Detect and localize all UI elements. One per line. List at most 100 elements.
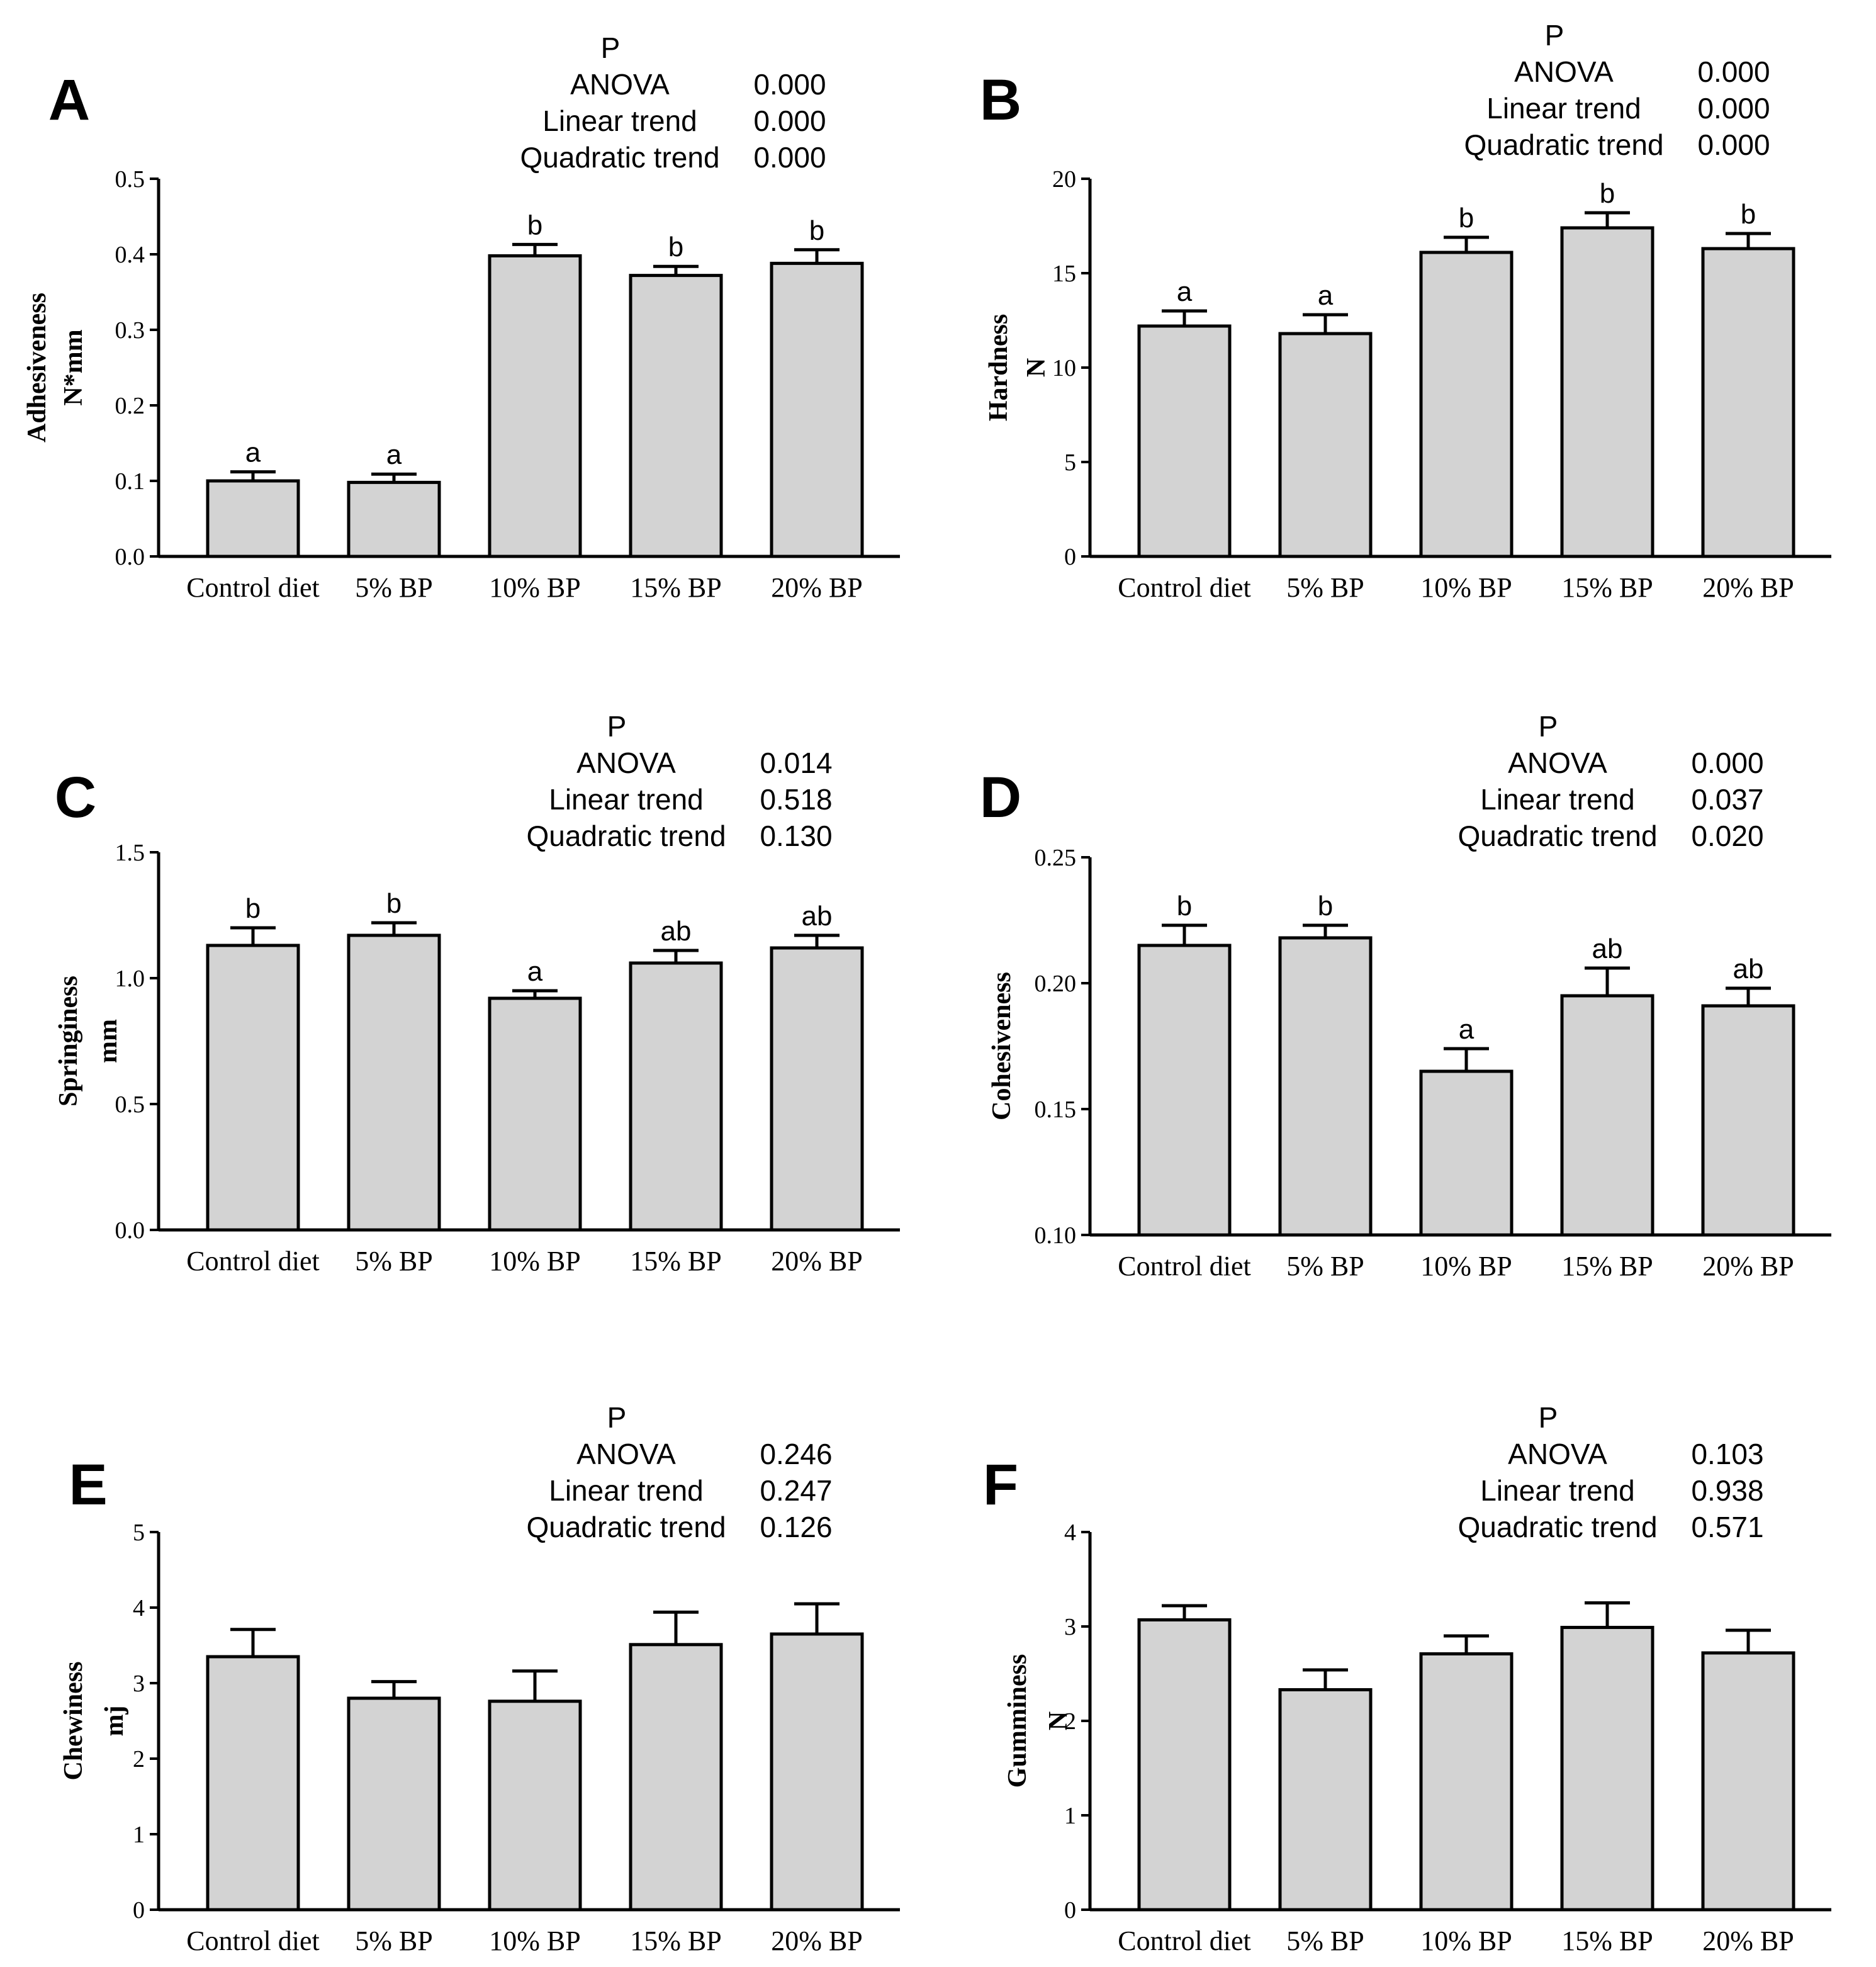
bar	[1419, 251, 1514, 558]
bar	[347, 933, 441, 1232]
x-tick-label: 15% BP	[1561, 572, 1653, 603]
panel-f: F P ANOVA 0.103 Linear trend 0.938 Quadratic t…	[983, 1401, 1831, 1956]
bar	[206, 1655, 300, 1912]
x-tick-label: 20% BP	[771, 1925, 862, 1956]
bar	[1560, 994, 1654, 1237]
stats-value: 0.000	[753, 68, 826, 101]
y-tick-label: 0	[1064, 544, 1076, 570]
y-axis-label: Springiness	[54, 976, 83, 1107]
bar	[1701, 1651, 1795, 1912]
y-tick-label: 0	[133, 1897, 145, 1924]
x-tick-label: Control diet	[186, 1925, 319, 1956]
panel-letter: E	[69, 1453, 107, 1517]
bar	[629, 1643, 723, 1912]
significance-label: b	[1600, 178, 1615, 209]
significance-label: ab	[1733, 954, 1764, 984]
y-tick-label: 0.5	[115, 166, 145, 193]
stats-value: 0.571	[1691, 1511, 1763, 1543]
stats-header: P	[607, 710, 627, 743]
stats-header: P	[607, 1401, 627, 1434]
y-axis-label: N*mm	[59, 329, 88, 405]
y-tick-label: 15	[1052, 261, 1076, 287]
significance-label: a	[1318, 280, 1334, 311]
x-tick-label: 5% BP	[1286, 1251, 1364, 1282]
x-tick-label: Control diet	[186, 572, 319, 603]
bar	[488, 996, 582, 1232]
stats-label: ANOVA	[576, 1438, 676, 1470]
stats-value: 0.130	[760, 820, 832, 852]
y-tick-label: 3	[133, 1671, 145, 1697]
stats-label: Linear trend	[542, 104, 697, 137]
bar	[1701, 1004, 1795, 1237]
panel-d: D P ANOVA 0.000 Linear trend 0.037 Quadratic t…	[980, 710, 1831, 1282]
y-tick-label: 2	[1064, 1708, 1076, 1735]
significance-label: ab	[1592, 933, 1623, 964]
x-tick-label: 15% BP	[1561, 1251, 1653, 1282]
stats-label: ANOVA	[1514, 55, 1614, 88]
panel-e: E P ANOVA 0.246 Linear trend 0.247 Quadratic t…	[59, 1401, 900, 1956]
y-axis-label: N	[1022, 358, 1051, 377]
stats-label: ANOVA	[576, 747, 676, 779]
stats-header: P	[1539, 710, 1558, 743]
bar	[770, 946, 864, 1232]
significance-label: b	[1741, 199, 1756, 230]
stats-label: Quadratic trend	[1458, 820, 1657, 852]
stats-value: 0.037	[1691, 783, 1763, 816]
y-axis-label: Gumminess	[1003, 1654, 1032, 1788]
x-tick-label: 20% BP	[771, 572, 862, 603]
x-tick-label: 20% BP	[1702, 1925, 1794, 1956]
stats-value: 0.000	[1697, 55, 1770, 88]
significance-label: ab	[661, 916, 692, 947]
bar	[206, 944, 300, 1232]
y-tick-label: 0.3	[115, 317, 145, 344]
x-tick-label: Control diet	[1118, 1925, 1250, 1956]
x-tick-label: 5% BP	[1286, 572, 1364, 603]
x-tick-label: 10% BP	[1420, 1925, 1512, 1956]
y-tick-label: 0	[1064, 1897, 1076, 1924]
significance-label: b	[527, 210, 542, 240]
y-axis-label: Hardness	[984, 314, 1013, 421]
panel-letter: C	[55, 765, 96, 830]
stats-label: Quadratic trend	[1458, 1511, 1657, 1543]
bar	[770, 261, 864, 558]
x-tick-label: Control diet	[1118, 1251, 1250, 1282]
bar	[1137, 944, 1232, 1237]
significance-label: a	[1459, 1014, 1474, 1045]
significance-label: b	[668, 232, 683, 262]
x-tick-label: 15% BP	[630, 1246, 721, 1277]
bar	[488, 254, 582, 558]
stats-label: Linear trend	[549, 1474, 704, 1507]
stats-label: Linear trend	[1480, 783, 1635, 816]
y-tick-label: 0.4	[115, 242, 145, 268]
bar	[1560, 1626, 1654, 1912]
y-tick-label: 0.0	[115, 1217, 145, 1244]
panel-a: A P ANOVA 0.000 Linear trend 0.000 Quadratic t…	[23, 31, 900, 603]
y-axis-label: mj	[100, 1706, 129, 1737]
x-tick-label: 20% BP	[1702, 1251, 1794, 1282]
stats-value: 0.126	[760, 1511, 832, 1543]
stats-header: P	[601, 31, 621, 64]
stats-label: Quadratic trend	[520, 141, 719, 174]
stats-label: Linear trend	[1480, 1474, 1635, 1507]
y-tick-label: 1	[1064, 1803, 1076, 1829]
significance-label: b	[1318, 891, 1333, 922]
x-tick-label: 5% BP	[355, 1925, 432, 1956]
stats-value: 0.000	[753, 104, 826, 137]
x-tick-label: 10% BP	[489, 1246, 580, 1277]
y-tick-label: 4	[133, 1595, 145, 1621]
bar	[347, 480, 441, 558]
y-tick-label: 4	[1064, 1519, 1076, 1546]
bar	[1137, 324, 1232, 558]
y-tick-label: 3	[1064, 1614, 1076, 1640]
y-axis-label: Chewiness	[59, 1661, 88, 1780]
x-tick-label: Control diet	[1118, 572, 1250, 603]
x-tick-label: 10% BP	[1420, 572, 1512, 603]
bar	[1701, 247, 1795, 558]
y-tick-label: 0.2	[115, 393, 145, 419]
stats-label: Linear trend	[1486, 92, 1641, 125]
significance-label: a	[245, 437, 261, 468]
stats-value: 0.020	[1691, 820, 1763, 852]
panel-letter: B	[980, 68, 1021, 132]
x-tick-label: 10% BP	[489, 572, 580, 603]
